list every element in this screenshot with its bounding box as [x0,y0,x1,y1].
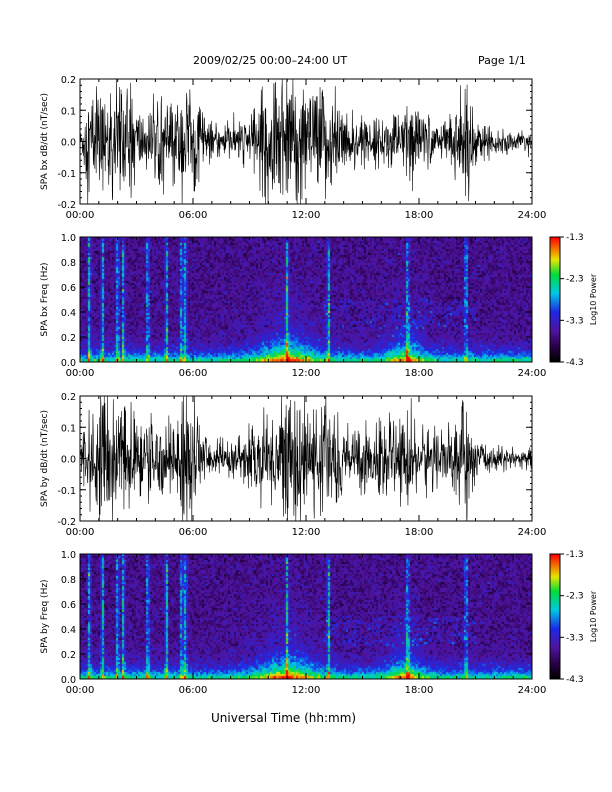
figure-title: 2009/02/25 00:00–24:00 UT [193,54,348,67]
x-tick-label: 18:00 [405,527,434,538]
x-axis-title: Universal Time (hh:mm) [211,711,357,725]
colorbar-tick-label: -3.3 [566,316,584,326]
colorbar [550,237,560,362]
colorbar-tick-label: -1.3 [566,550,584,560]
x-tick-label: 06:00 [179,210,208,221]
x-tick-label: 12:00 [292,368,321,379]
colorbar-tick-label: -4.3 [566,358,584,368]
spectrogram-image [80,554,532,679]
y-tick-label: 0.4 [61,625,76,636]
x-tick-label: 24:00 [518,527,547,538]
x-tick-label: 06:00 [179,527,208,538]
y-tick-label: 0.1 [61,106,76,117]
x-tick-label: 06:00 [179,368,208,379]
colorbar-tick-label: -4.3 [566,675,584,685]
x-tick-label: 00:00 [66,527,95,538]
x-tick-label: 00:00 [66,210,95,221]
series-line [79,395,533,522]
spectrogram-image [80,237,532,362]
y-tick-label: 1.0 [61,550,76,561]
y-tick-label: -0.1 [57,486,76,497]
x-tick-label: 12:00 [292,527,321,538]
bx-dbdt-panel: 00:00 06:00 12:00 18:00 24:00 -0.2 -0.1 0.0 0.1 0… [40,75,546,221]
y-tick-label: -0.1 [57,169,76,180]
y-tick-label: 0.2 [61,392,76,403]
y-axis-label: SPA bx Freq (Hz) [40,262,50,336]
colorbar-tick-label: -1.3 [566,233,584,243]
y-tick-label: 0.0 [61,358,76,369]
y-tick-label: 0.6 [61,283,76,294]
y-axis-label: SPA by Freq (Hz) [40,579,50,653]
y-tick-label: 0.0 [61,138,76,149]
y-tick-label: 0.6 [61,600,76,611]
x-tick-label: 12:00 [292,210,321,221]
x-tick-label: 00:00 [66,685,95,696]
y-tick-label: 0.2 [61,333,76,344]
y-tick-label: 1.0 [61,233,76,244]
colorbar-label: Log10 Power [589,273,598,325]
x-tick-label: 24:00 [518,368,547,379]
x-tick-label: 18:00 [405,210,434,221]
x-tick-label: 18:00 [405,685,434,696]
page-indicator: Page 1/1 [478,54,526,67]
y-tick-label: 0.2 [61,650,76,661]
x-tick-label: 24:00 [518,210,547,221]
x-tick-label: 00:00 [66,368,95,379]
x-tick-label: 06:00 [179,685,208,696]
bx-spectrogram-panel: -1.3 -2.3 -3.3 -4.3 Log10 Power 00:00 06:00 12:… [40,233,598,379]
y-tick-label: 0.1 [61,423,76,434]
y-tick-label: -0.2 [57,200,76,211]
y-axis-label: SPA bx dB/dt (nT/sec) [40,93,50,190]
colorbar-tick-label: -3.3 [566,633,584,643]
y-tick-label: 0.2 [61,75,76,86]
y-tick-label: 0.0 [61,455,76,466]
x-tick-label: 24:00 [518,685,547,696]
by-dbdt-panel: 00:00 06:00 12:00 18:00 24:00 -0.2 -0.1 0.0 0.1 0… [40,392,546,538]
y-axis-label: SPA by dB/dt (nT/sec) [40,410,50,507]
y-tick-label: -0.2 [57,517,76,528]
x-tick-label: 12:00 [292,685,321,696]
colorbar-tick-label: -2.3 [566,275,584,285]
y-tick-label: 0.0 [61,675,76,686]
colorbar-tick-label: -2.3 [566,592,584,602]
colorbar [550,554,560,679]
series-line [79,78,533,205]
colorbar-label: Log10 Power [589,590,598,642]
y-tick-label: 0.4 [61,308,76,319]
by-spectrogram-panel: -1.3 -2.3 -3.3 -4.3 Log10 Power 00:00 06:00 12:… [40,550,598,696]
y-tick-label: 0.8 [61,575,76,586]
y-tick-label: 0.8 [61,258,76,269]
x-tick-label: 18:00 [405,368,434,379]
